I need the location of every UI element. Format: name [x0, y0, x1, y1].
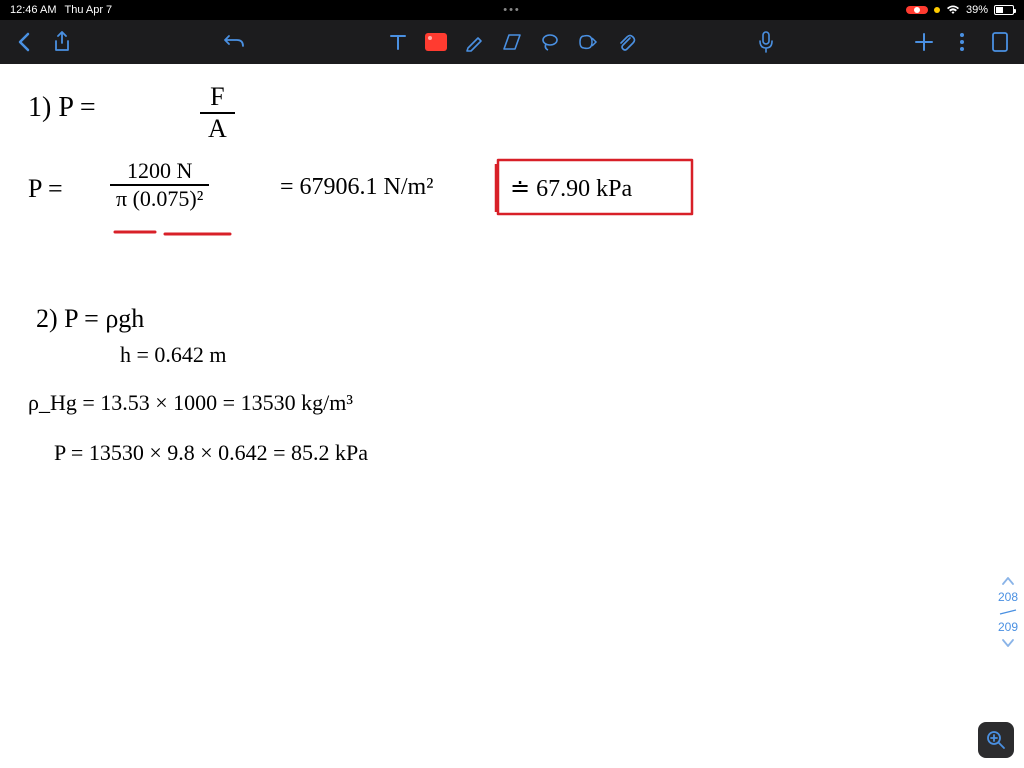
battery-pct: 39%	[966, 4, 988, 16]
undo-button[interactable]	[222, 30, 246, 54]
page-current: 208	[998, 590, 1018, 604]
page-divider-icon	[998, 608, 1018, 616]
battery-icon	[994, 5, 1014, 15]
page-up-button[interactable]	[1001, 576, 1015, 586]
page-view-button[interactable]	[988, 30, 1012, 54]
page-total: 209	[998, 620, 1018, 634]
status-time: 12:46 AM	[10, 4, 56, 16]
q2-h: h = 0.642 m	[120, 342, 227, 368]
more-button[interactable]	[950, 30, 974, 54]
multitask-dots[interactable]: •••	[503, 4, 521, 16]
mic-button[interactable]	[754, 30, 778, 54]
pen-tool[interactable]	[424, 30, 448, 54]
eraser-tool[interactable]	[500, 30, 524, 54]
q2-rho: ρ_Hg = 13.53 × 1000 = 13530 kg/m³	[28, 390, 353, 416]
highlighter-tool[interactable]	[462, 30, 486, 54]
note-canvas[interactable]: 1) P = F A P = 1200 N π (0.075)² = 67906…	[0, 64, 1024, 768]
lasso-tool[interactable]	[538, 30, 562, 54]
wifi-icon	[946, 5, 960, 15]
q2-header: 2) P = ρgh	[36, 304, 144, 334]
status-right: 39%	[906, 4, 1014, 16]
app-toolbar	[0, 20, 1024, 64]
recording-badge[interactable]	[906, 6, 928, 14]
page-down-button[interactable]	[1001, 638, 1015, 648]
text-tool[interactable]	[386, 30, 410, 54]
zoom-button[interactable]	[978, 722, 1014, 758]
page-navigator: 208 209	[998, 576, 1018, 648]
q2-p: P = 13530 × 9.8 × 0.642 = 85.2 kPa	[54, 440, 368, 466]
status-left: 12:46 AM Thu Apr 7	[10, 4, 112, 16]
add-button[interactable]	[912, 30, 936, 54]
location-indicator-icon	[934, 7, 940, 13]
tool-group	[386, 30, 638, 54]
share-button[interactable]	[50, 30, 74, 54]
status-date: Thu Apr 7	[64, 4, 112, 16]
status-bar: 12:46 AM Thu Apr 7 ••• 39%	[0, 0, 1024, 20]
back-button[interactable]	[12, 30, 36, 54]
shape-tool[interactable]	[576, 30, 600, 54]
record-dot-icon	[914, 7, 920, 13]
pen-red-icon	[425, 33, 447, 51]
attachment-tool[interactable]	[614, 30, 638, 54]
